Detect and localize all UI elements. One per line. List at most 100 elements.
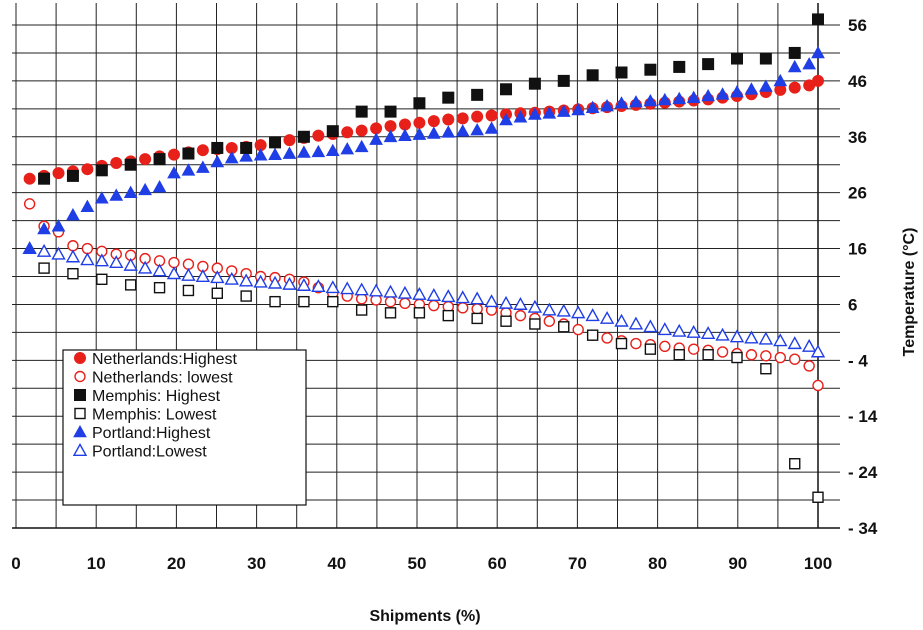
data-point [441, 289, 456, 303]
data-point [672, 323, 687, 337]
data-point [643, 319, 658, 333]
data-point [153, 153, 166, 166]
data-point [428, 299, 440, 312]
legend-marker [74, 352, 86, 364]
x-tick-label: 50 [408, 554, 427, 573]
data-point [455, 124, 470, 137]
data-point [167, 148, 180, 161]
data-point [238, 273, 254, 287]
data-point [412, 286, 427, 300]
data-point [759, 52, 772, 65]
data-point [124, 158, 137, 171]
data-point [629, 95, 643, 108]
data-point [700, 326, 716, 340]
data-point [327, 295, 339, 308]
data-point [138, 182, 152, 196]
legend-label: Netherlands:Highest [92, 351, 238, 368]
data-point [311, 144, 326, 158]
data-point [153, 281, 166, 294]
data-point [398, 128, 412, 141]
data-point [484, 294, 499, 308]
data-point [810, 344, 826, 358]
data-point [152, 180, 167, 193]
data-point [788, 81, 801, 94]
data-point [441, 125, 456, 138]
data-point [686, 90, 701, 103]
data-point [802, 57, 817, 70]
data-point [81, 163, 94, 176]
data-point [355, 105, 368, 118]
data-point [614, 96, 629, 109]
data-point [398, 118, 411, 131]
data-point [182, 147, 195, 160]
data-point [211, 141, 224, 154]
data-point [542, 106, 557, 119]
data-point [67, 240, 79, 252]
legend-marker [74, 407, 86, 420]
data-point [109, 188, 124, 201]
data-point [528, 77, 541, 90]
data-point [296, 278, 312, 291]
data-point [615, 337, 628, 350]
y-tick-label: 16 [848, 240, 867, 259]
data-point [801, 338, 817, 352]
data-point [240, 141, 253, 154]
data-point [23, 172, 36, 185]
data-point [657, 92, 672, 106]
series-3 [38, 262, 824, 503]
data-point [355, 304, 368, 316]
y-axis-title: Temperature (°C) [901, 228, 918, 357]
data-point [585, 100, 600, 114]
data-point [803, 360, 815, 372]
data-point [687, 343, 700, 355]
data-point [600, 99, 614, 112]
y-tick-label: - 4 [848, 351, 868, 370]
data-point [716, 346, 729, 358]
data-point [239, 149, 254, 162]
data-point [369, 132, 383, 145]
data-point [413, 116, 426, 129]
x-tick-label: 20 [167, 554, 186, 573]
data-point [457, 302, 469, 314]
data-point [195, 269, 211, 282]
data-point [745, 349, 758, 361]
x-tick-label: 80 [648, 554, 667, 573]
data-point [811, 45, 825, 59]
data-point [586, 69, 599, 82]
data-point [152, 263, 167, 277]
data-point [615, 66, 628, 79]
legend-label: Memphis: Highest [92, 388, 221, 405]
data-point [267, 275, 283, 289]
y-tick-label: - 24 [848, 463, 878, 482]
data-point [37, 221, 51, 235]
data-point [67, 268, 79, 280]
data-point [182, 284, 195, 297]
data-point [166, 266, 182, 280]
legend-marker [74, 389, 86, 401]
data-point [413, 97, 426, 110]
legend-marker [73, 424, 87, 438]
data-point [412, 127, 427, 140]
data-point [500, 315, 512, 327]
data-point [298, 295, 310, 308]
data-point [556, 104, 571, 117]
data-point [773, 333, 788, 347]
data-point [368, 283, 384, 297]
data-point [628, 316, 644, 330]
data-point [557, 74, 570, 87]
data-point [354, 282, 369, 296]
data-point [672, 91, 687, 105]
data-point [22, 241, 37, 254]
data-point [513, 110, 528, 123]
legend-label: Portland:Lowest [92, 444, 207, 461]
data-point [471, 110, 484, 123]
data-point [686, 324, 701, 338]
data-point [470, 123, 484, 136]
data-point [673, 349, 685, 361]
data-point [96, 273, 108, 285]
data-point [513, 297, 528, 310]
data-point [210, 154, 225, 168]
data-point [471, 312, 483, 325]
data-point [758, 331, 774, 345]
data-point [383, 284, 398, 298]
